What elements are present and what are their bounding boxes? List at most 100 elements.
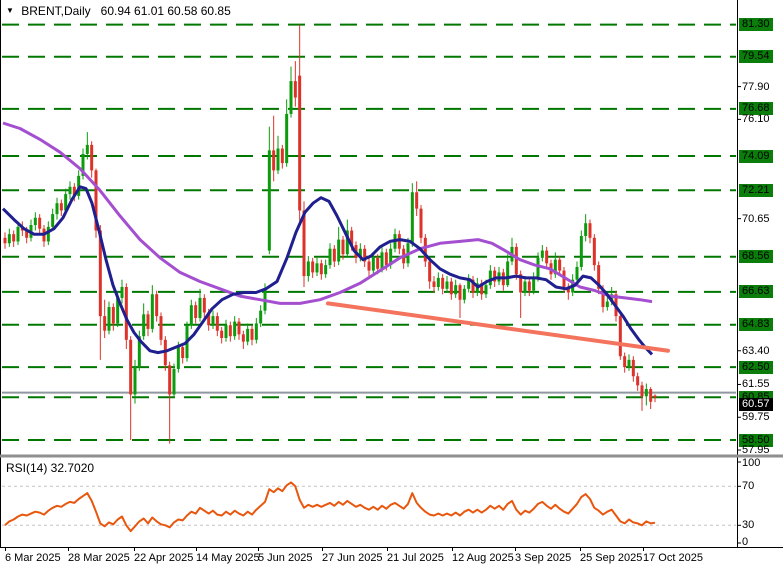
candle-body bbox=[579, 235, 583, 267]
candle-body bbox=[649, 389, 653, 402]
candlestick-series bbox=[3, 24, 657, 444]
candle-body bbox=[12, 234, 16, 242]
candle-body bbox=[55, 203, 59, 215]
candle-body bbox=[467, 279, 471, 289]
candle-body bbox=[592, 237, 596, 266]
candle-body bbox=[224, 325, 228, 338]
candle-body bbox=[59, 203, 63, 211]
candle-body bbox=[618, 316, 622, 357]
symbol-timeframe-label: BRENT,Daily bbox=[21, 4, 91, 18]
candle-body bbox=[302, 210, 306, 277]
candle-body bbox=[610, 294, 614, 302]
chevron-down-icon[interactable]: ▼ bbox=[6, 6, 14, 15]
candle-body bbox=[558, 259, 562, 271]
candle-body bbox=[159, 316, 163, 340]
candle-body bbox=[328, 248, 332, 266]
candle-body bbox=[267, 150, 271, 251]
candle-body bbox=[246, 328, 250, 342]
candle-body bbox=[445, 281, 449, 289]
candle-body bbox=[176, 347, 180, 369]
candle-body bbox=[319, 263, 323, 275]
trend-line[interactable] bbox=[326, 301, 670, 353]
candle-body bbox=[527, 281, 531, 291]
candle-body bbox=[272, 150, 276, 171]
candle-body bbox=[306, 261, 310, 277]
candle-body bbox=[653, 395, 657, 398]
candle-body bbox=[293, 81, 297, 98]
candle-body bbox=[150, 294, 154, 329]
candle-body bbox=[441, 277, 445, 289]
candle-body bbox=[480, 283, 484, 295]
candle-body bbox=[64, 194, 68, 211]
candle-body bbox=[419, 208, 423, 238]
candle-body bbox=[276, 148, 280, 171]
candle-body bbox=[367, 261, 371, 271]
candle-body bbox=[142, 314, 146, 337]
candle-body bbox=[540, 250, 544, 258]
slow-moving-average-line bbox=[2, 121, 653, 305]
candle-body bbox=[627, 359, 631, 368]
candle-body bbox=[77, 175, 81, 196]
candle-body bbox=[16, 226, 20, 242]
candle-body bbox=[107, 307, 111, 331]
pane-separator[interactable] bbox=[0, 454, 783, 458]
candle-body bbox=[454, 285, 458, 295]
candle-body bbox=[172, 368, 176, 395]
candle-body bbox=[644, 389, 648, 397]
candle-body bbox=[506, 261, 510, 286]
candle-body bbox=[545, 250, 549, 264]
rsi-indicator-label: RSI(14) 32.7020 bbox=[6, 461, 95, 475]
candle-body bbox=[38, 217, 42, 229]
candle-body bbox=[575, 266, 579, 280]
candle-body bbox=[289, 81, 293, 114]
candle-body bbox=[33, 217, 37, 226]
candle-body bbox=[493, 270, 497, 282]
candle-body bbox=[285, 113, 289, 164]
candle-body bbox=[428, 261, 432, 282]
candle-body bbox=[228, 325, 232, 337]
candle-body bbox=[623, 356, 627, 368]
candle-body bbox=[341, 239, 345, 255]
candle-body bbox=[237, 321, 241, 335]
candle-body bbox=[259, 310, 263, 324]
candle-body bbox=[7, 234, 11, 244]
candle-body bbox=[124, 286, 128, 340]
candle-body bbox=[636, 376, 640, 386]
candle-body bbox=[198, 297, 202, 318]
candle-body bbox=[605, 301, 609, 308]
candle-body bbox=[233, 321, 237, 337]
candle-body bbox=[103, 316, 107, 331]
candle-body bbox=[553, 259, 557, 275]
candle-body bbox=[332, 248, 336, 262]
candle-body bbox=[81, 153, 85, 176]
ohlc-values-label: 60.94 61.01 60.58 60.85 bbox=[100, 4, 231, 18]
candle-body bbox=[324, 265, 328, 275]
candle-body bbox=[519, 274, 523, 293]
candle-body bbox=[311, 261, 315, 273]
candle-body bbox=[584, 223, 588, 236]
chart-header: ▼ BRENT,Daily 60.94 61.01 60.58 60.85 bbox=[6, 4, 231, 18]
candle-body bbox=[146, 314, 150, 329]
candle-body bbox=[181, 347, 185, 359]
candle-body bbox=[68, 186, 72, 195]
candle-body bbox=[376, 257, 380, 269]
candle-body bbox=[3, 237, 7, 244]
candle-body bbox=[371, 257, 375, 271]
candle-body bbox=[432, 281, 436, 287]
candle-body bbox=[72, 186, 76, 196]
candle-body bbox=[25, 230, 29, 238]
candle-body bbox=[458, 285, 462, 300]
candle-body bbox=[98, 230, 102, 317]
candle-body bbox=[631, 359, 635, 377]
candle-body bbox=[194, 305, 198, 318]
candle-body bbox=[640, 385, 644, 397]
candle-body bbox=[514, 246, 518, 275]
candle-body bbox=[315, 263, 319, 273]
candle-body bbox=[449, 281, 453, 295]
candle-body bbox=[250, 328, 254, 340]
candle-body bbox=[207, 312, 211, 326]
candle-body bbox=[423, 237, 427, 262]
candle-body bbox=[337, 239, 341, 262]
candle-body bbox=[254, 323, 258, 340]
